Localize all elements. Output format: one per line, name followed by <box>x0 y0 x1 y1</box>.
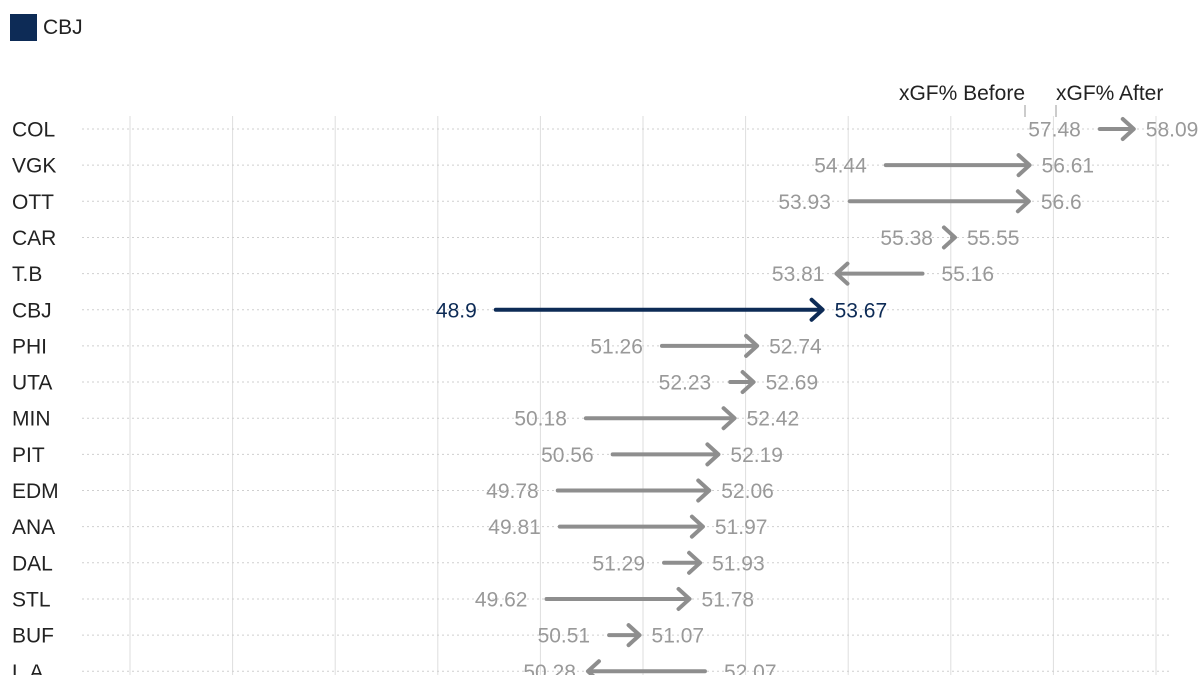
after-value-label: 51.93 <box>712 552 765 575</box>
before-value-label: 51.29 <box>592 552 645 575</box>
before-value-label: 50.18 <box>514 408 567 431</box>
before-value-label: 50.56 <box>541 444 594 467</box>
team-label: BUF <box>12 625 54 648</box>
after-value-label: 56.61 <box>1042 155 1095 178</box>
team-label: PHI <box>12 335 47 358</box>
arrow-head <box>676 586 692 611</box>
header-after: xGF% After <box>1056 82 1163 105</box>
team-label: CAR <box>12 227 56 250</box>
team-label: PIT <box>12 444 45 467</box>
team-label: OTT <box>12 191 54 214</box>
before-value-label: 52.07 <box>724 661 777 675</box>
after-value-label: 51.78 <box>702 588 755 611</box>
team-label: STL <box>12 588 51 611</box>
arrow-head <box>941 225 957 250</box>
arrow-head <box>1120 117 1136 141</box>
after-value-label: 51.07 <box>652 625 705 648</box>
after-value-label: 52.06 <box>721 480 774 503</box>
before-value-label: 52.23 <box>659 372 712 395</box>
team-label: ANA <box>12 516 55 539</box>
team-label: VGK <box>12 155 56 178</box>
team-label: L.A <box>12 661 44 675</box>
legend-label: CBJ <box>43 15 83 39</box>
team-label: T.B <box>12 263 42 286</box>
before-value-label: 48.9 <box>436 299 477 322</box>
before-value-label: 49.78 <box>486 480 539 503</box>
arrow-head <box>721 406 737 431</box>
arrow-head <box>834 261 850 286</box>
after-value-label: 51.97 <box>715 516 768 539</box>
after-value-label: 53.81 <box>772 263 825 286</box>
legend-swatch <box>10 14 37 41</box>
after-value-label: 55.55 <box>967 227 1020 250</box>
team-label: EDM <box>12 480 59 503</box>
arrow-head <box>744 333 760 358</box>
after-value-label: 50.28 <box>523 661 576 675</box>
arrow-head <box>689 514 705 539</box>
legend: CBJ <box>10 14 83 41</box>
after-value-label: 53.67 <box>835 299 888 322</box>
arrow-head <box>687 550 703 575</box>
before-value-label: 55.16 <box>941 263 994 286</box>
after-value-label: 58.09 <box>1146 119 1199 142</box>
after-value-label: 56.6 <box>1041 191 1082 214</box>
team-label: UTA <box>12 372 52 395</box>
arrow-head <box>705 442 721 467</box>
after-value-label: 52.74 <box>769 335 822 358</box>
team-label: CBJ <box>12 299 52 322</box>
before-value-label: 55.38 <box>880 227 933 250</box>
team-label: COL <box>12 119 55 142</box>
before-value-label: 57.48 <box>1028 119 1081 142</box>
before-value-label: 49.81 <box>488 516 541 539</box>
before-value-label: 49.62 <box>475 588 528 611</box>
after-value-label: 52.69 <box>766 372 819 395</box>
before-value-label: 53.93 <box>778 191 831 214</box>
arrow-head <box>1015 189 1031 214</box>
team-label: DAL <box>12 552 53 575</box>
after-value-label: 52.42 <box>747 408 800 431</box>
header-before: xGF% Before <box>899 82 1025 105</box>
arrow-head <box>809 297 825 322</box>
before-value-label: 54.44 <box>814 155 867 178</box>
before-value-label: 50.51 <box>538 625 591 648</box>
arrow-head <box>1016 153 1032 178</box>
arrow-head <box>585 659 601 675</box>
team-label: MIN <box>12 408 51 431</box>
before-value-label: 51.26 <box>590 335 643 358</box>
arrow-head <box>740 370 756 395</box>
after-value-label: 52.19 <box>730 444 783 467</box>
arrow-head <box>696 478 712 503</box>
arrow-head <box>626 623 642 648</box>
